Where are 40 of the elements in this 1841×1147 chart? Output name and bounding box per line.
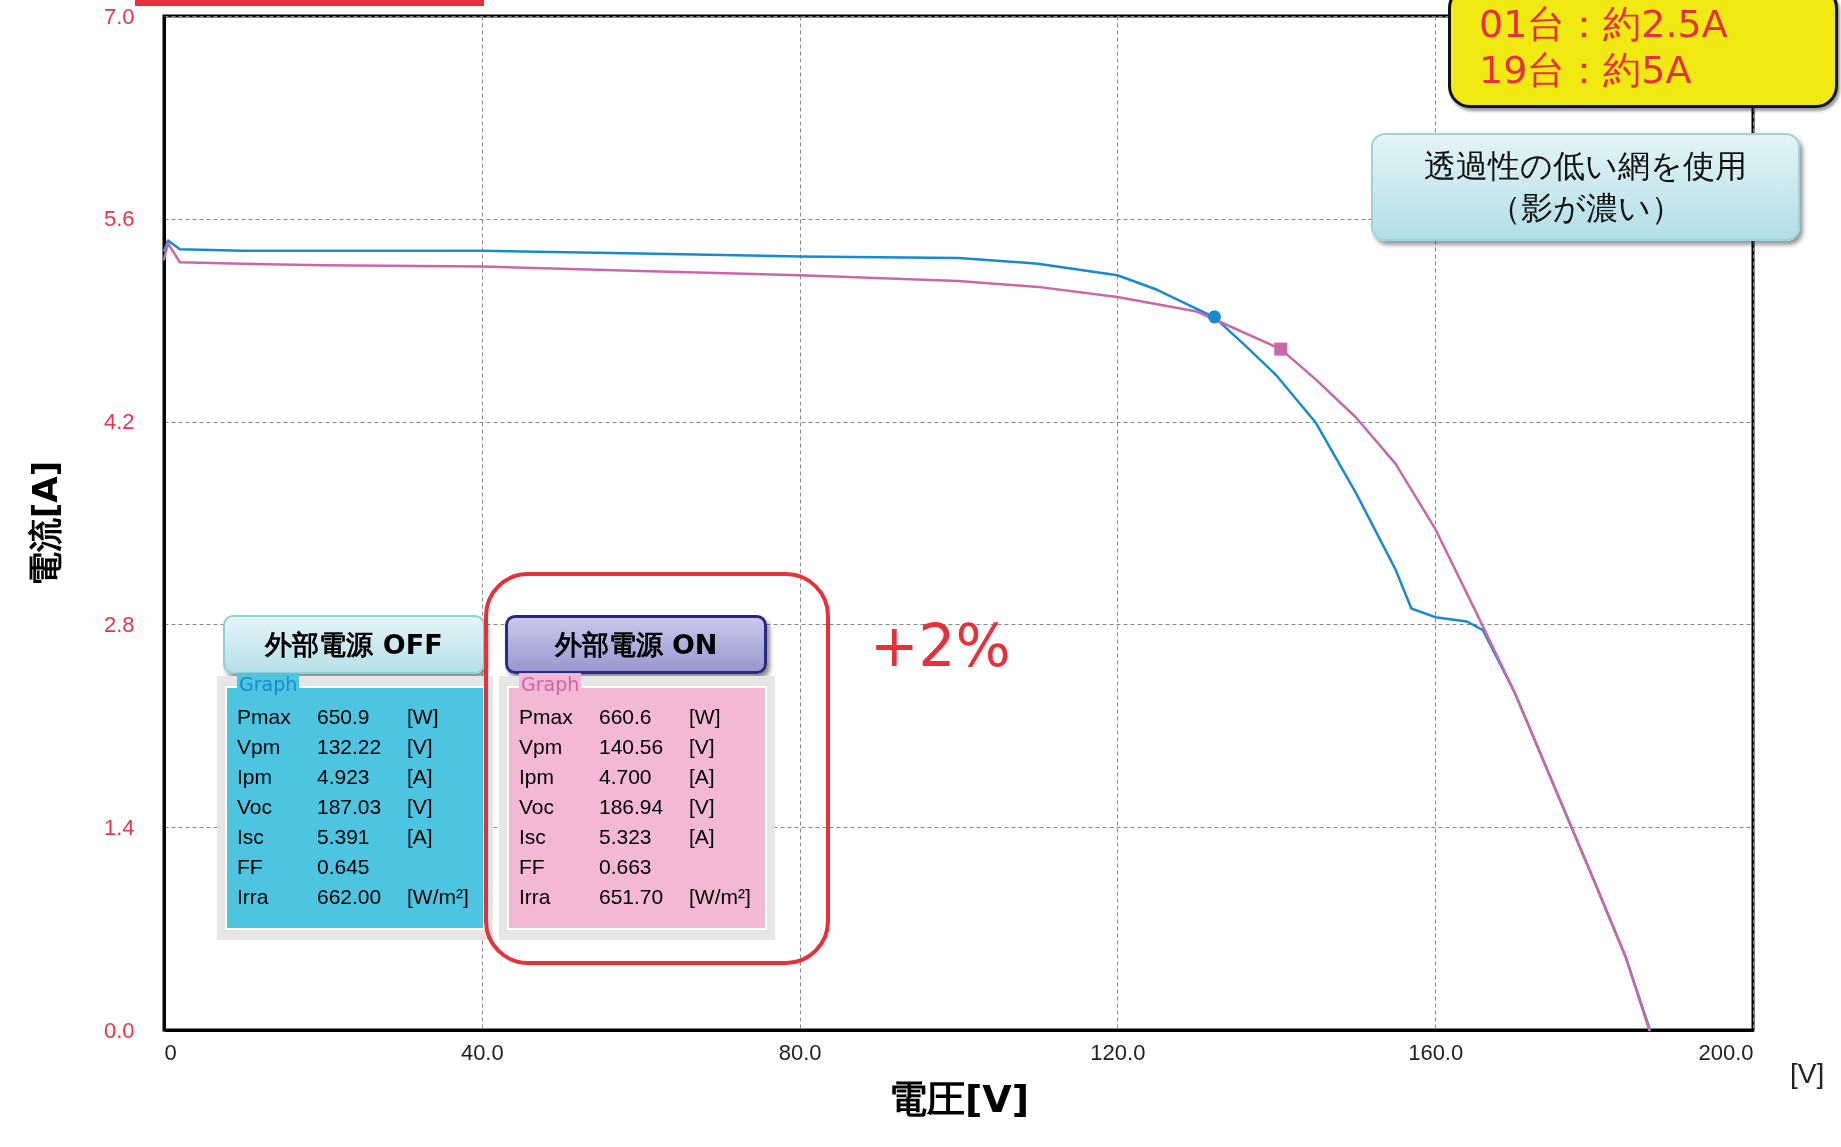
text: Pmax 650.9 [W] [237, 705, 439, 728]
annotation: 透過性の低い網を使用 [1424, 146, 1747, 187]
y-tick-label: 5.6 [103, 206, 135, 232]
y-tick-label: 7.0 [103, 3, 135, 29]
label-box: 外部電源 OFF [223, 615, 485, 674]
y-tick-label: 4.2 [103, 409, 135, 435]
annotation: 19台：約5A [1479, 47, 1693, 93]
text: Vpm 140.56 [V] [519, 735, 715, 758]
annotation: Graph [519, 673, 582, 695]
annotation: 01台：約2.5A [1479, 1, 1729, 47]
text: Irra 662.00 [W/m²] [237, 885, 469, 908]
text: Voc 186.94 [V] [519, 795, 715, 818]
text: [V] [1790, 1058, 1825, 1090]
label-box: 外部電源 ON [505, 615, 767, 674]
x-tick-label: 200.0 [1698, 1039, 1754, 1065]
x-tick-label: 0 [164, 1039, 177, 1065]
annotation: Graph [237, 673, 300, 695]
y-tick-label: 0.0 [103, 1017, 135, 1043]
y-tick-label: 1.4 [103, 814, 135, 840]
text: FF 0.663 [519, 855, 652, 878]
text: Irra 651.70 [W/m²] [519, 885, 751, 908]
y-tick-label: 2.8 [103, 611, 135, 637]
callout-box: 透過性の低い網を使用 （影が濃い） [1371, 133, 1800, 241]
x-tick-label: 80.0 [778, 1039, 822, 1065]
annotation: +2% [870, 612, 1011, 680]
x-tick-label: 120.0 [1090, 1039, 1146, 1065]
annotation: （影が濃い） [1488, 188, 1683, 229]
text: Isc 5.391 [A] [237, 825, 433, 848]
text: FF 0.645 [237, 855, 370, 878]
text: Pmax 660.6 [W] [519, 705, 721, 728]
text: Vpm 132.22 [V] [237, 735, 433, 758]
x-tick-label: 40.0 [460, 1039, 504, 1065]
y-axis-title: 電流[A] [24, 460, 65, 587]
text: Isc 5.323 [A] [519, 825, 715, 848]
x-axis-title: 電圧[V] [888, 1076, 1030, 1121]
text: Ipm 4.700 [A] [519, 765, 715, 788]
text: Voc 187.03 [V] [237, 795, 433, 818]
callout-box: 01台：約2.5A 19台：約5A [1448, 0, 1838, 108]
text: Ipm 4.923 [A] [237, 765, 433, 788]
x-tick-label: 160.0 [1408, 1039, 1464, 1065]
